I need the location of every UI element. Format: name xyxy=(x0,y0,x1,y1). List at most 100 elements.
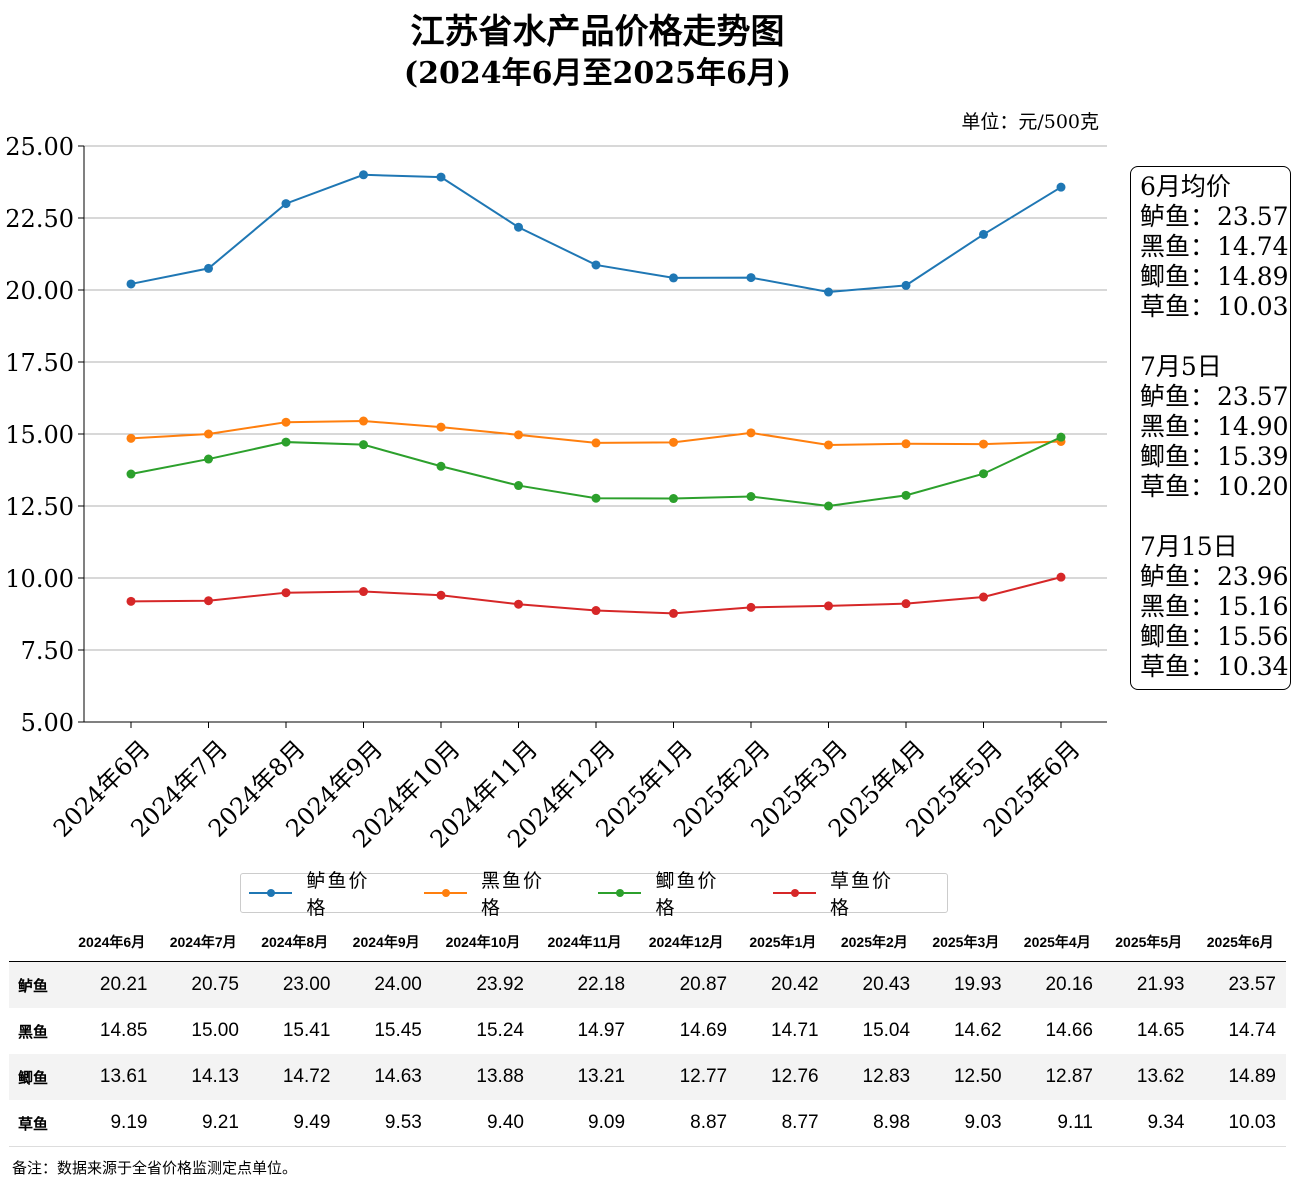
info-value: 23.57 xyxy=(1217,202,1289,231)
table-cell: 13.62 xyxy=(1102,1054,1195,1100)
table-cell: 12.76 xyxy=(737,1054,829,1100)
table-cell: 14.74 xyxy=(1228,1020,1276,1041)
table-column-header: 2025年5月 xyxy=(1102,923,1195,962)
table-cell: 14.72 xyxy=(248,1054,341,1100)
table-cell: 9.34 xyxy=(1102,1100,1195,1147)
chart-legend: 鲈鱼价格 黑鱼价格 鲫鱼价格 草鱼价格 xyxy=(240,870,948,919)
legend-swatch xyxy=(423,887,467,899)
info-name: 黑鱼： xyxy=(1140,592,1216,621)
data-point xyxy=(591,493,601,503)
table-cell: 14.85 xyxy=(99,1020,148,1041)
table-cell: 14.63 xyxy=(340,1054,432,1100)
table-column-header: 2024年9月 xyxy=(340,923,432,962)
data-point xyxy=(204,596,213,606)
data-point xyxy=(514,481,523,491)
table-row: 鲫鱼 13.61 14.13 14.72 14.63 13.88 13.21 12.77 12.… xyxy=(9,1054,1286,1100)
table-header-row: 2024年6月 2024年7月 2024年8月 2024年9月 2024年10月 2024… xyxy=(9,923,1286,962)
info-name: 鲫鱼： xyxy=(1140,442,1216,471)
data-point xyxy=(746,428,756,438)
info-row: 鲫鱼： 15.39 xyxy=(1140,442,1290,472)
legend-item: 鲫鱼价格 xyxy=(598,866,739,920)
data-point xyxy=(824,287,833,297)
table-column-header: 2024年12月 xyxy=(635,923,738,962)
data-point xyxy=(126,279,136,289)
table-cell: 10.03 xyxy=(1194,1100,1286,1147)
table-cell: 13.88 xyxy=(431,1054,534,1100)
legend-label: 鲈鱼价格 xyxy=(306,870,370,919)
y-tick-label: 20.00 xyxy=(5,277,74,305)
info-row: 鲈鱼： 23.57 xyxy=(1140,202,1290,232)
data-point xyxy=(669,494,678,504)
table-cell: 9.03 xyxy=(920,1100,1012,1147)
table-cell: 15.00 xyxy=(191,1020,239,1041)
data-point xyxy=(359,170,368,180)
info-value: 10.20 xyxy=(1217,472,1289,501)
table-cell: 12.83 xyxy=(828,1054,921,1100)
info-heading: 7月15日 xyxy=(1140,532,1238,561)
price-data-table: 2024年6月 2024年7月 2024年8月 2024年9月 2024年10月 2024… xyxy=(9,923,1286,1147)
data-point xyxy=(281,199,291,209)
info-name: 鲈鱼： xyxy=(1140,382,1216,411)
table-row: 鲈鱼 20.21 20.75 23.00 24.00 23.92 22.18 20.87 20.… xyxy=(9,961,1286,1008)
chart-title: 江苏省水产品价格走势图 xyxy=(410,12,785,52)
data-point xyxy=(979,592,988,602)
y-tick-label: 25.00 xyxy=(5,133,74,161)
info-heading: 6月均价 xyxy=(1140,172,1231,201)
table-row: 黑鱼 14.85 15.00 15.41 15.45 15.24 14.97 14.69 14.… xyxy=(9,1008,1286,1054)
table-row-label: 鲈鱼 xyxy=(9,961,66,1008)
table-cell: 23.00 xyxy=(248,961,341,1008)
table-cell: 19.93 xyxy=(920,961,1012,1008)
y-tick-label: 5.00 xyxy=(21,709,74,737)
info-row: 鲈鱼： 23.57 xyxy=(1140,382,1290,412)
table-cell: 12.87 xyxy=(1011,1054,1103,1100)
table-cell: 22.18 xyxy=(533,961,636,1008)
table-corner xyxy=(9,923,66,962)
legend-swatch xyxy=(598,887,642,899)
data-point xyxy=(824,501,833,511)
info-group: 6月均价 鲈鱼： 23.57 黑鱼： 14.74 鲫鱼： 14.89 草鱼： 10.03 xyxy=(1140,172,1290,322)
table-column-header: 2024年6月 xyxy=(66,923,158,962)
data-point xyxy=(514,222,523,232)
legend-label: 草鱼价格 xyxy=(829,870,893,919)
price-info-box: 6月均价 鲈鱼： 23.57 黑鱼： 14.74 鲫鱼： 14.89 草鱼： 10.03 7月5日… xyxy=(1130,166,1291,690)
y-tick-label: 15.00 xyxy=(5,421,74,449)
axes xyxy=(78,145,1107,728)
data-point xyxy=(746,273,756,283)
info-value: 10.34 xyxy=(1217,652,1289,681)
table-cell: 20.75 xyxy=(157,961,249,1008)
data-point xyxy=(359,416,368,426)
legend-item: 鲈鱼价格 xyxy=(249,866,390,920)
data-point xyxy=(359,440,368,450)
info-name: 鲈鱼： xyxy=(1140,562,1216,591)
data-point xyxy=(126,433,136,443)
y-tick-label: 10.00 xyxy=(5,565,74,593)
table-column-header: 2024年7月 xyxy=(157,923,249,962)
legend-label: 鲫鱼价格 xyxy=(655,870,719,919)
table-cell: 14.62 xyxy=(953,1020,1002,1041)
table-column-header: 2025年4月 xyxy=(1011,923,1103,962)
table-cell: 14.66 xyxy=(1045,1020,1093,1041)
info-value: 14.74 xyxy=(1217,232,1289,261)
data-point xyxy=(591,438,601,448)
legend-item: 黑鱼价格 xyxy=(423,866,565,920)
table-cell: 20.16 xyxy=(1011,961,1103,1008)
info-row: 草鱼： 10.20 xyxy=(1140,472,1290,502)
table-cell: 14.97 xyxy=(577,1020,626,1041)
data-point xyxy=(204,454,213,464)
x-tick-labels: 2024年6月2024年7月2024年8月2024年9月2024年10月2024… xyxy=(48,735,1086,854)
data-point xyxy=(669,273,678,283)
table-column-header: 2025年3月 xyxy=(920,923,1012,962)
info-group: 7月5日 鲈鱼： 23.57 黑鱼： 14.90 鲫鱼： 15.39 草鱼： 10.20 xyxy=(1140,352,1290,502)
table-cell: 9.49 xyxy=(248,1100,341,1147)
table-cell: 21.93 xyxy=(1102,961,1195,1008)
info-value: 14.89 xyxy=(1217,262,1289,291)
data-point xyxy=(281,417,291,427)
data-point xyxy=(669,437,678,447)
series-1 xyxy=(126,170,1066,297)
table-row-label: 鲫鱼 xyxy=(9,1054,66,1100)
data-point xyxy=(901,599,911,609)
y-tick-label: 22.50 xyxy=(5,205,74,233)
data-point xyxy=(204,263,213,273)
table-cell: 9.53 xyxy=(340,1100,432,1147)
data-point xyxy=(514,599,523,609)
